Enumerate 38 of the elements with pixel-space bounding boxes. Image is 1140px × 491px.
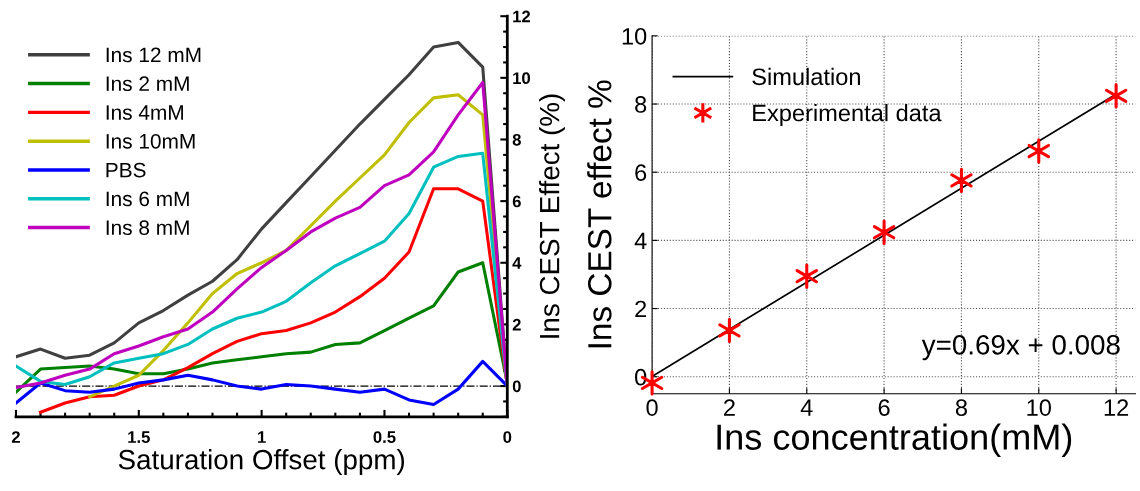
y-tick-label: 4 <box>512 257 522 269</box>
y-tick-label: 6 <box>635 164 647 181</box>
x-axis-title: Saturation Offset (ppm) <box>118 449 405 475</box>
x-tick-label: 0 <box>646 399 658 416</box>
annotation: y=0.69x + 0.008 <box>921 335 1120 361</box>
y-tick-label: 2 <box>512 318 521 331</box>
y-tick-label: 0 <box>512 380 521 393</box>
x-axis-title: Ins concentration(mM) <box>717 423 1072 458</box>
legend-label: Experimental data <box>753 104 942 127</box>
legend-label: Ins 12 mM <box>106 47 201 63</box>
legend-label: Ins 10mM <box>106 133 195 149</box>
legend-label: Ins 6 mM <box>106 191 189 207</box>
legend-label: Ins 2 mM <box>106 76 189 92</box>
y-tick-label: 8 <box>512 133 521 146</box>
x-tick-label: 8 <box>955 399 967 416</box>
x-tick-label: 6 <box>878 399 890 416</box>
x-tick-label: 1.5 <box>128 431 150 443</box>
y-tick-label: 4 <box>634 232 647 249</box>
y-axis-title: Ins CEST Effect (%) <box>539 94 565 338</box>
y-axis-title: Ins CEST effect % <box>587 80 612 348</box>
y-tick-label: 12 <box>513 10 531 23</box>
legend-label: Ins 8 mM <box>106 220 189 236</box>
y-tick-label: 10 <box>622 27 647 45</box>
x-tick-label: 1 <box>258 431 266 443</box>
legend-label: Ins 4mM <box>106 105 183 120</box>
y-tick-label: 2 <box>635 300 647 318</box>
x-tick-label: 12 <box>1104 399 1129 416</box>
y-tick-label: 10 <box>513 72 531 85</box>
y-tick-label: 8 <box>635 96 647 113</box>
y-tick-label: 6 <box>512 195 521 208</box>
legend-label: PBS <box>106 162 146 178</box>
legend-label: Simulation <box>752 67 860 86</box>
x-tick-label: 2 <box>11 431 20 443</box>
x-tick-label: 2 <box>724 399 735 416</box>
x-tick-label: 10 <box>1027 399 1051 416</box>
x-tick-label: 0.5 <box>373 431 396 443</box>
x-tick-label: 0 <box>503 431 512 443</box>
x-tick-label: 4 <box>800 399 813 416</box>
